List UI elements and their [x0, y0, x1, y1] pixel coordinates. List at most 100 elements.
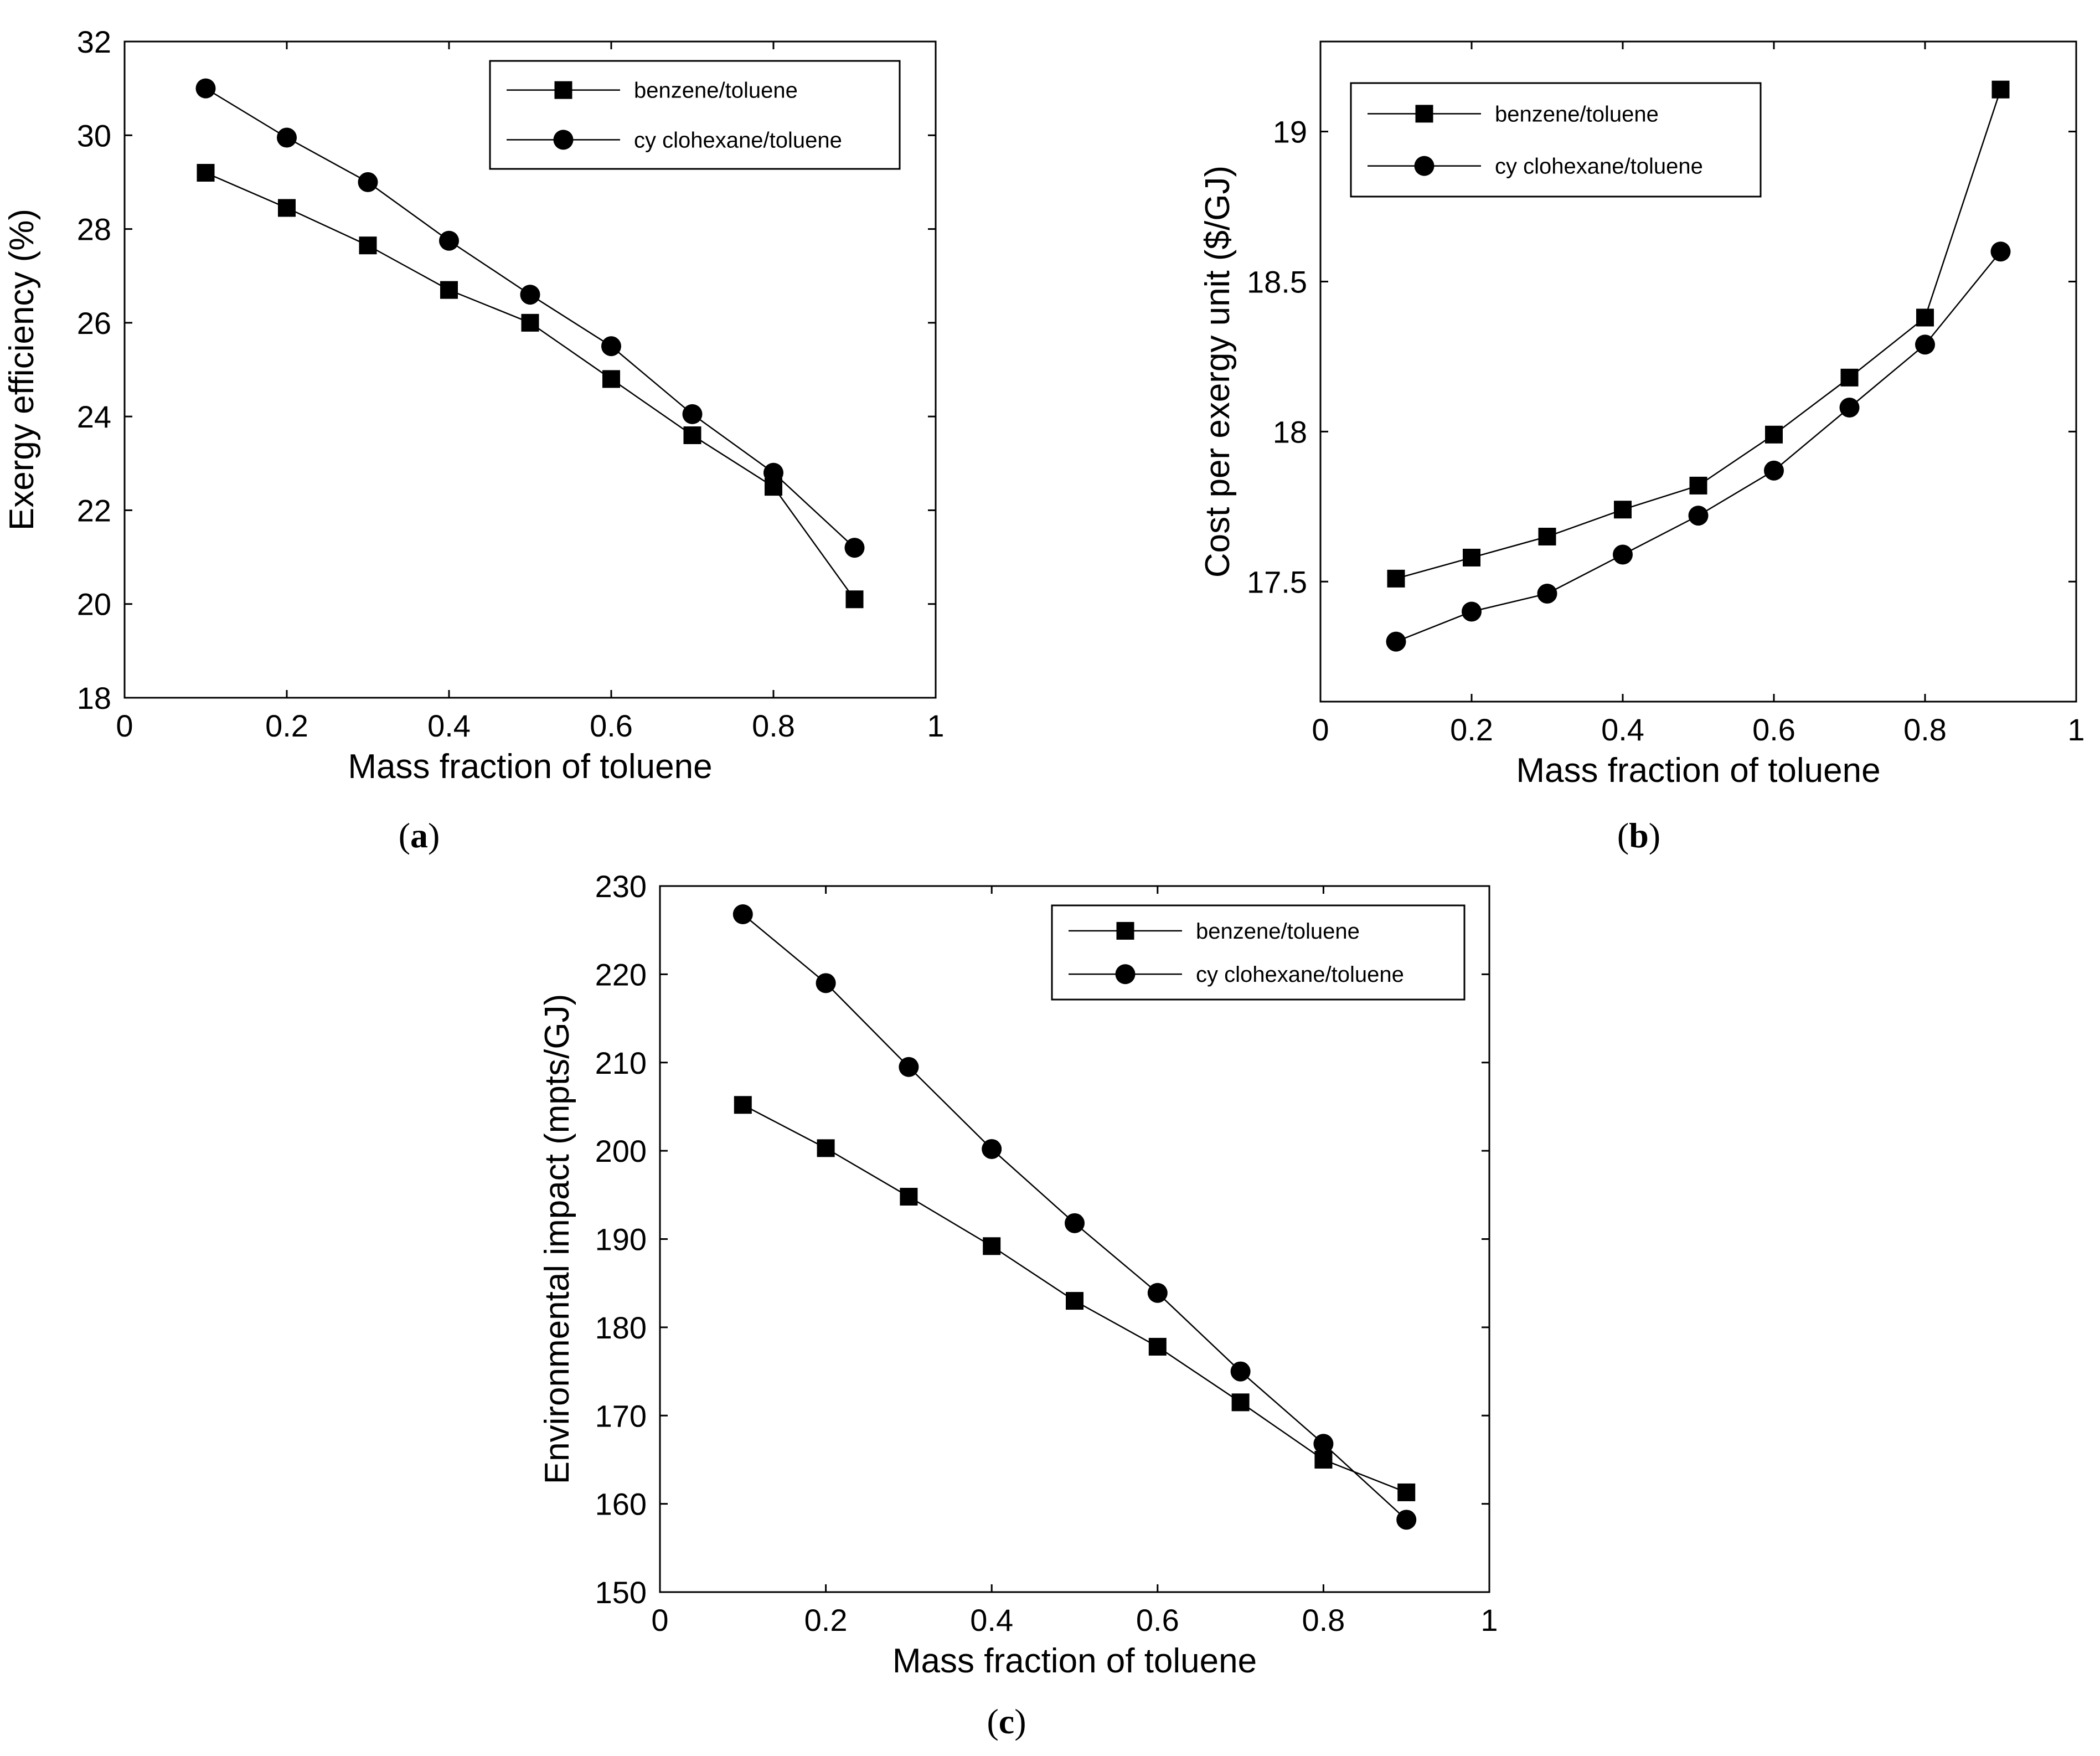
legend-box — [1350, 82, 1762, 198]
data-point-circle — [982, 1139, 1002, 1159]
data-point-square — [1387, 569, 1405, 588]
y-tick-label: 18 — [77, 681, 111, 715]
y-tick-label: 22 — [77, 493, 111, 528]
series-circle — [732, 904, 1417, 1530]
legend-marker-square — [554, 81, 572, 99]
data-point-circle — [682, 404, 703, 424]
data-point-square — [440, 281, 458, 299]
legend-marker-circle — [1414, 156, 1435, 176]
data-point-square — [1397, 1483, 1416, 1501]
x-tick-label: 1 — [927, 708, 944, 743]
legend-box — [1051, 904, 1466, 1001]
plot-area — [1319, 40, 2077, 703]
data-point-circle — [195, 78, 216, 99]
series-line — [205, 172, 855, 600]
y-tick-label: 210 — [595, 1046, 647, 1080]
legend-entry-label: benzene/toluene — [1495, 102, 1659, 126]
legend-marker-circle — [553, 130, 574, 150]
y-tick-label: 180 — [595, 1310, 647, 1345]
legend-entry-label: benzene/toluene — [634, 79, 798, 103]
y-tick-label: 30 — [77, 118, 111, 153]
y-axis-label: Cost per exergy unit ($/GJ) — [1199, 166, 1237, 578]
data-point-circle — [1065, 1213, 1085, 1233]
data-point-circle — [1386, 631, 1406, 652]
y-tick-label: 200 — [595, 1134, 647, 1168]
data-point-circle — [1688, 506, 1709, 526]
data-point-circle — [1313, 1434, 1334, 1454]
series-circle — [195, 78, 865, 558]
data-point-circle — [1915, 334, 1935, 355]
legend-entry-label: cy clohexane/toluene — [1495, 155, 1703, 179]
y-axis-label: Exergy efficiency (%) — [3, 209, 41, 531]
series-square — [1387, 80, 2010, 588]
y-tick-label: 20 — [77, 587, 111, 622]
x-tick-label: 0.2 — [265, 708, 308, 743]
legend: benzene/toluene cy clohexane/toluene — [489, 60, 901, 170]
data-point-circle — [277, 127, 297, 148]
panel-caption: (c) — [987, 1702, 1026, 1741]
x-tick-label: 0 — [116, 708, 133, 743]
data-point-square — [900, 1188, 918, 1206]
x-tick-label: 1 — [1480, 1603, 1498, 1637]
data-point-square — [1689, 476, 1707, 495]
data-point-square — [521, 313, 539, 332]
x-tick-label: 0.8 — [1302, 1603, 1345, 1637]
y-tick-label: 150 — [595, 1575, 647, 1610]
data-point-square — [817, 1139, 835, 1157]
x-tick-label: 0 — [651, 1603, 668, 1637]
data-point-circle — [1990, 241, 2011, 262]
x-tick-label: 1 — [2067, 712, 2084, 747]
x-axis-label: Mass fraction of toluene — [348, 748, 712, 786]
series-line — [1396, 251, 2001, 642]
data-point-circle — [1537, 583, 1557, 604]
data-point-square — [359, 236, 377, 255]
data-point-circle — [1396, 1510, 1417, 1530]
y-tick-label: 18.5 — [1247, 264, 1307, 299]
data-point-circle — [358, 172, 378, 192]
series-square — [734, 1096, 1416, 1501]
data-point-square — [1538, 528, 1556, 545]
x-tick-label: 0.6 — [1136, 1603, 1179, 1637]
data-point-square — [1765, 425, 1783, 444]
y-tick-label: 17.5 — [1247, 564, 1307, 599]
y-tick-label: 170 — [595, 1398, 647, 1433]
data-point-square — [197, 164, 215, 182]
x-tick-label: 0.8 — [1903, 712, 1947, 747]
data-point-circle — [899, 1057, 919, 1077]
y-tick-label: 19 — [1273, 115, 1307, 150]
series-circle — [1386, 241, 2011, 652]
data-point-circle — [844, 538, 865, 558]
y-tick-label: 26 — [77, 306, 111, 341]
data-point-square — [1916, 308, 1934, 327]
plot-area — [123, 40, 937, 699]
data-point-square — [1614, 501, 1632, 519]
data-point-circle — [816, 973, 836, 993]
y-tick-label: 190 — [595, 1222, 647, 1257]
data-point-circle — [439, 230, 459, 251]
data-point-square — [845, 590, 864, 609]
legend-marker-square — [1116, 921, 1134, 940]
data-point-square — [602, 370, 620, 388]
data-point-square — [683, 426, 701, 444]
chart-panel-b: 0 0.2 0.4 0.6 0.8 1 17.5 18 18.5 19 Mass fraction … — [1199, 40, 2085, 855]
x-tick-label: 0 — [1312, 712, 1329, 747]
x-tick-label: 0.8 — [752, 708, 795, 743]
x-tick-label: 0.2 — [804, 1603, 848, 1637]
legend: benzene/toluene cy clohexane/toluene — [1051, 904, 1466, 1001]
legend: benzene/toluene cy clohexane/toluene — [1350, 82, 1762, 198]
y-tick-label: 32 — [77, 24, 111, 59]
panel-caption: (b) — [1617, 816, 1660, 855]
y-tick-label: 18 — [1273, 414, 1307, 449]
data-point-circle — [1613, 544, 1633, 565]
x-tick-label: 0.6 — [590, 708, 633, 743]
legend-marker-circle — [1115, 964, 1136, 985]
data-point-square — [1991, 80, 2010, 99]
data-point-circle — [1230, 1361, 1251, 1382]
legend-entry-label: benzene/toluene — [1196, 919, 1360, 944]
legend-entry-label: cy clohexane/toluene — [1196, 962, 1404, 987]
data-point-square — [983, 1237, 1001, 1255]
legend-marker-square — [1415, 105, 1433, 123]
y-tick-label: 24 — [77, 399, 111, 434]
y-tick-label: 230 — [595, 869, 647, 904]
